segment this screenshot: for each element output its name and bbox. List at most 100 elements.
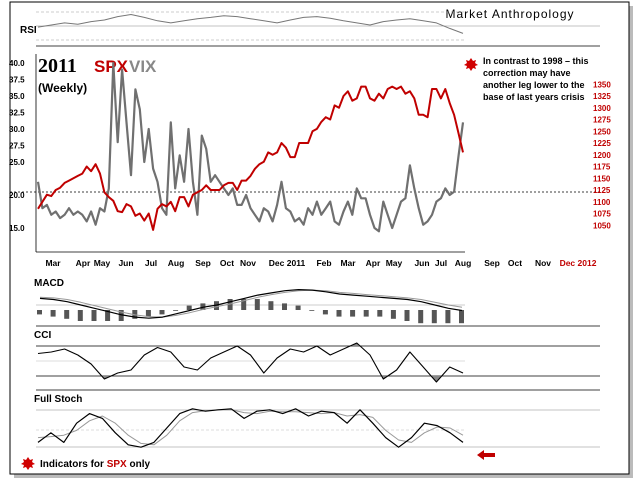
y-right-tick-label: 1250 [593, 127, 611, 136]
vix-line [36, 61, 465, 233]
title-year: 2011 [38, 55, 77, 77]
macd-histogram-bar [200, 303, 206, 310]
macd-histogram-bar [363, 310, 369, 317]
macd-histogram-bar [241, 299, 247, 310]
x-tick-label: Mar [45, 258, 61, 268]
x-tick-label: Apr [366, 258, 381, 268]
macd-histogram-bar [322, 310, 328, 315]
x-tick-label: Mar [340, 258, 356, 268]
y-left-tick-label: 27.5 [9, 142, 25, 151]
macd-histogram-bar [105, 310, 111, 321]
rsi-label: RSI [20, 25, 37, 36]
y-right-tick-label: 1175 [593, 163, 611, 172]
macd-histogram-bar [377, 310, 383, 317]
macd-histogram-bar [309, 310, 315, 311]
macd-histogram-bar [118, 310, 124, 321]
note-line-1: In contrast to 1998 – this [483, 56, 589, 66]
right-y-ticks: 1050 1075 1100 1125 1150 1175 1200 1225 1250 1275… [593, 80, 611, 230]
x-tick-label: Oct [508, 258, 522, 268]
y-left-tick-label: 30.0 [9, 125, 25, 134]
macd-series [37, 289, 464, 324]
y-right-tick-label: 1300 [593, 104, 611, 113]
y-right-tick-label: 1100 [593, 198, 611, 207]
y-right-tick-label: 1050 [593, 221, 611, 230]
title-spx: SPX [94, 57, 129, 76]
macd-histogram-bar [445, 310, 451, 324]
title-vix: VIX [129, 57, 157, 76]
y-left-tick-label: 37.5 [9, 76, 25, 85]
y-left-tick-label: 25.0 [9, 158, 25, 167]
footer-note: Indicators for SPX only [40, 459, 150, 470]
macd-histogram-bar [50, 310, 56, 317]
macd-line [39, 289, 463, 319]
x-tick-label: Apr [76, 258, 91, 268]
x-tick-label: Aug [455, 258, 472, 268]
macd-histogram-bar [186, 305, 192, 310]
macd-histogram-bar [254, 299, 260, 310]
macd-histogram-bar [390, 310, 396, 319]
cci-label: CCI [34, 330, 51, 341]
stoch-label: Full Stoch [34, 394, 82, 405]
macd-histogram-bar [77, 310, 83, 321]
macd-histogram-bar [159, 310, 165, 315]
macd-histogram-bar [336, 310, 342, 317]
note-line-4: base of last years crisis [483, 92, 585, 102]
rsi-series [37, 14, 464, 34]
y-left-tick-label: 40.0 [9, 59, 25, 68]
y-right-tick-label: 1200 [593, 151, 611, 160]
y-right-tick-label: 1150 [593, 174, 611, 183]
left-y-ticks: 15.0 20.0 25.0 27.5 30.0 32.5 35.0 37.5 40.0 [9, 59, 25, 233]
macd-histogram-bar [295, 305, 301, 310]
red-left-arrow-icon [477, 450, 495, 460]
macd-histogram-bar [404, 310, 410, 321]
footer-prefix: Indicators for [40, 459, 107, 470]
footer-starburst-icon [21, 457, 35, 470]
title-weekly: (Weekly) [38, 81, 87, 95]
cci-line [37, 342, 464, 383]
y-right-tick-label: 1075 [593, 210, 611, 219]
x-tick-label: Aug [168, 258, 185, 268]
y-right-tick-label: 1275 [593, 116, 611, 125]
vix-series [36, 61, 465, 233]
macd-histogram-bar [282, 303, 287, 310]
macd-histogram-bar [173, 310, 179, 311]
y-right-tick-label: 1325 [593, 92, 611, 101]
x-tick-label: May [386, 258, 403, 268]
red-starburst-icon [464, 58, 478, 71]
x-tick-label: Dec 2011 [269, 258, 306, 268]
brand-label: Market Anthropology [445, 7, 574, 21]
stoch-k-line [37, 408, 464, 448]
x-tick-label: Jul [435, 258, 447, 268]
x-tick-label: May [94, 258, 111, 268]
y-right-tick-label: 1225 [593, 139, 611, 148]
x-tick-label: Sep [484, 258, 500, 268]
x-tick-label: Feb [316, 258, 331, 268]
macd-histogram-bar [37, 310, 42, 315]
y-right-tick-label: 1125 [593, 186, 611, 195]
cci-series [37, 342, 464, 383]
x-tick-label: Nov [240, 258, 256, 268]
macd-histogram-bar [64, 310, 70, 319]
macd-histogram-bar [350, 310, 356, 317]
note-line-3: another leg lower to the [483, 80, 585, 90]
macd-histogram-bar [418, 310, 424, 324]
macd-label: MACD [34, 278, 64, 289]
x-ticks: Mar Apr May Jun Jul Aug Sep Oct Nov Dec 2011 Feb Ma… [45, 258, 596, 268]
y-left-tick-label: 32.5 [9, 109, 25, 118]
macd-histogram-bar [268, 301, 274, 310]
x-tick-label: Oct [220, 258, 234, 268]
y-left-tick-label: 35.0 [9, 92, 25, 101]
macd-histogram-bar [459, 310, 464, 324]
x-tick-label: Nov [535, 258, 551, 268]
y-left-tick-label: 20.0 [9, 191, 25, 200]
macd-histogram-bar [431, 310, 437, 324]
macd-histogram-bar [91, 310, 97, 321]
x-tick-label: Jun [414, 258, 429, 268]
x-tick-label: Jun [118, 258, 133, 268]
stoch-d-line [37, 409, 464, 446]
note-line-2: correction may have [483, 68, 571, 78]
x-tick-label: Jul [145, 258, 157, 268]
y-left-tick-label: 15.0 [9, 224, 25, 233]
macd-signal-line [39, 289, 463, 318]
